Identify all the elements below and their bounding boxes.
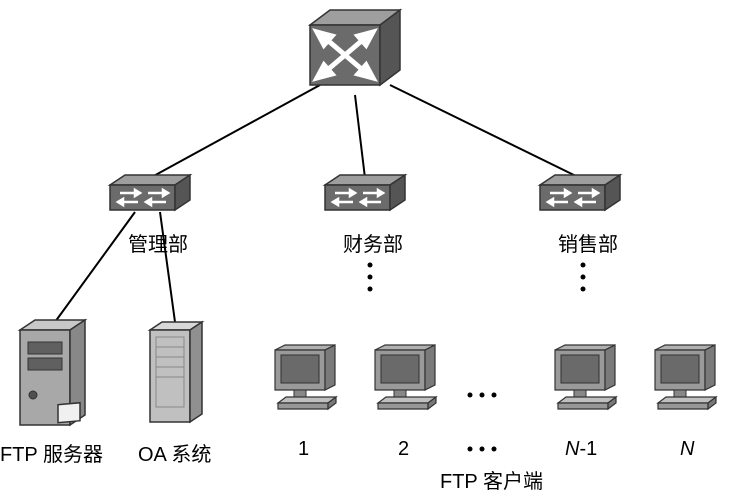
client-2-label: 2 — [398, 438, 409, 461]
ellipsis-icon — [468, 447, 497, 452]
dept-sales-label: 销售部 — [558, 228, 618, 257]
client-pc-icon — [655, 345, 716, 409]
client-pc-icon — [275, 345, 336, 409]
client-1-label: 1 — [298, 438, 309, 461]
client-n-label: N — [680, 438, 694, 461]
dept-mgmt-label: 管理部 — [128, 228, 188, 257]
ellipsis-icon — [368, 263, 373, 292]
switch-sales-icon — [540, 175, 620, 210]
client-pc-icon — [375, 345, 436, 409]
ftp-server-label: FTP 服务器 — [0, 438, 103, 467]
switch-mgmt-icon — [110, 175, 190, 210]
oa-system-label: OA 系统 — [138, 438, 211, 467]
dept-finance-label: 财务部 — [343, 228, 403, 257]
ftp-clients-label: FTP 客户端 — [440, 465, 543, 494]
ellipsis-icon — [581, 263, 586, 292]
client-n1-label: N-1 — [565, 438, 597, 461]
client-pc-icon — [555, 345, 616, 409]
switch-finance-icon — [325, 175, 405, 210]
ellipsis-icon — [468, 393, 497, 398]
core-switch-icon — [310, 10, 400, 85]
ftp-server-icon — [20, 320, 85, 425]
oa-server-icon — [150, 322, 202, 422]
